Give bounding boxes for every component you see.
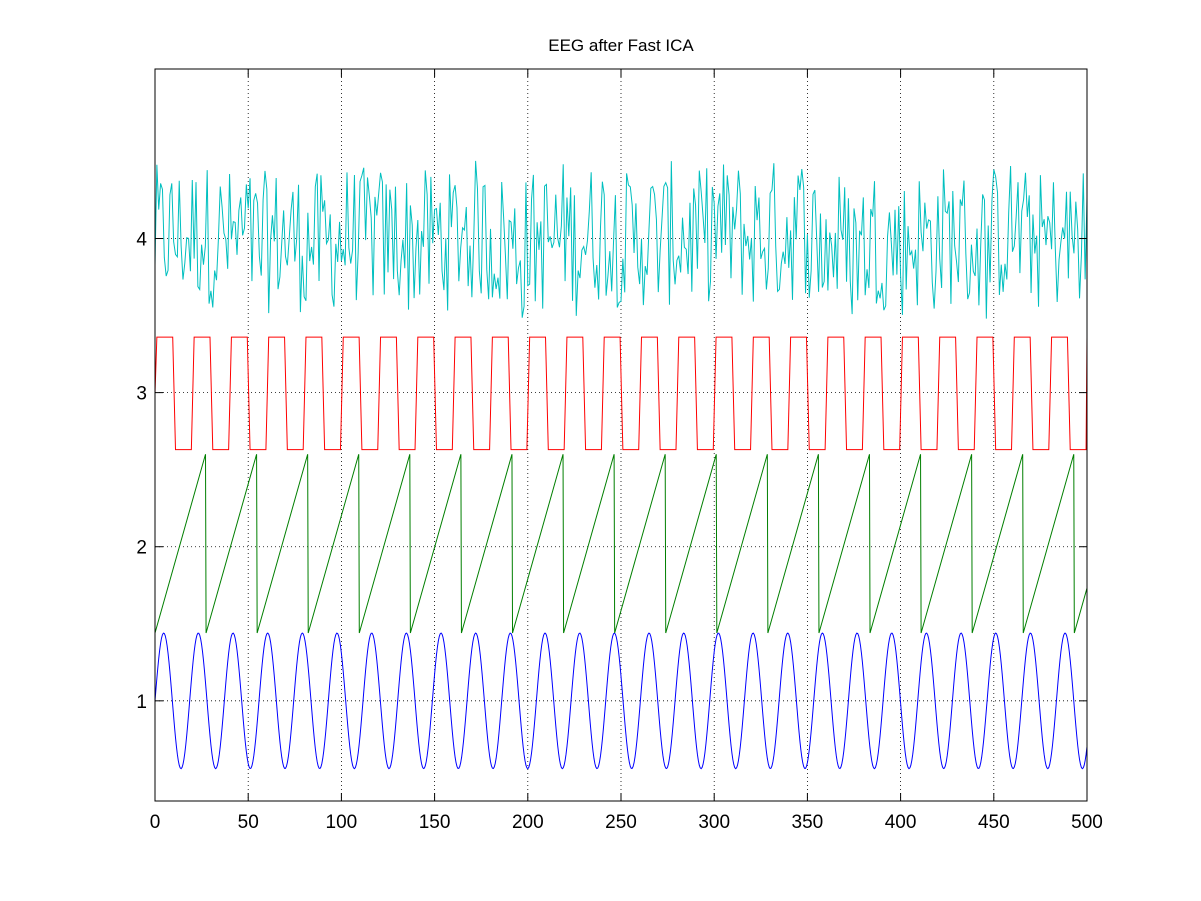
plot-area: 0 50 100 150 200 250 300 350 400 450 500 1 2 3 4 — [136, 68, 1103, 833]
series-line-3 — [154, 336, 1088, 451]
x-tick-label: 500 — [1071, 812, 1103, 833]
x-tick-label: 350 — [792, 812, 824, 833]
y-tick-label: 3 — [136, 384, 147, 405]
x-tick-label: 450 — [978, 812, 1010, 833]
x-tick-label: 200 — [512, 812, 544, 833]
x-tick-label: 250 — [605, 812, 637, 833]
x-tick-label: 400 — [885, 812, 917, 833]
x-tick-label: 50 — [238, 812, 259, 833]
x-tick-label: 300 — [698, 812, 730, 833]
chart-title: EEG after Fast ICA — [548, 36, 694, 55]
x-tick-label: 0 — [150, 812, 161, 833]
series-line-2 — [154, 454, 1088, 634]
y-tick-label: 4 — [136, 230, 147, 251]
x-tick-label: 150 — [419, 812, 451, 833]
series-line-1 — [154, 632, 1088, 770]
y-tick-label: 2 — [136, 538, 147, 559]
x-tick-label: 100 — [326, 812, 358, 833]
y-tick-label: 1 — [136, 692, 147, 713]
series-line-4 — [154, 160, 1088, 319]
